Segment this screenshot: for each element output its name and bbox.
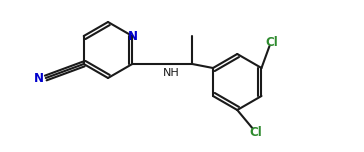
Text: N: N [128,29,138,43]
Text: Cl: Cl [250,126,262,138]
Text: NH: NH [163,68,179,78]
Text: N: N [34,73,44,85]
Text: Cl: Cl [265,36,278,48]
